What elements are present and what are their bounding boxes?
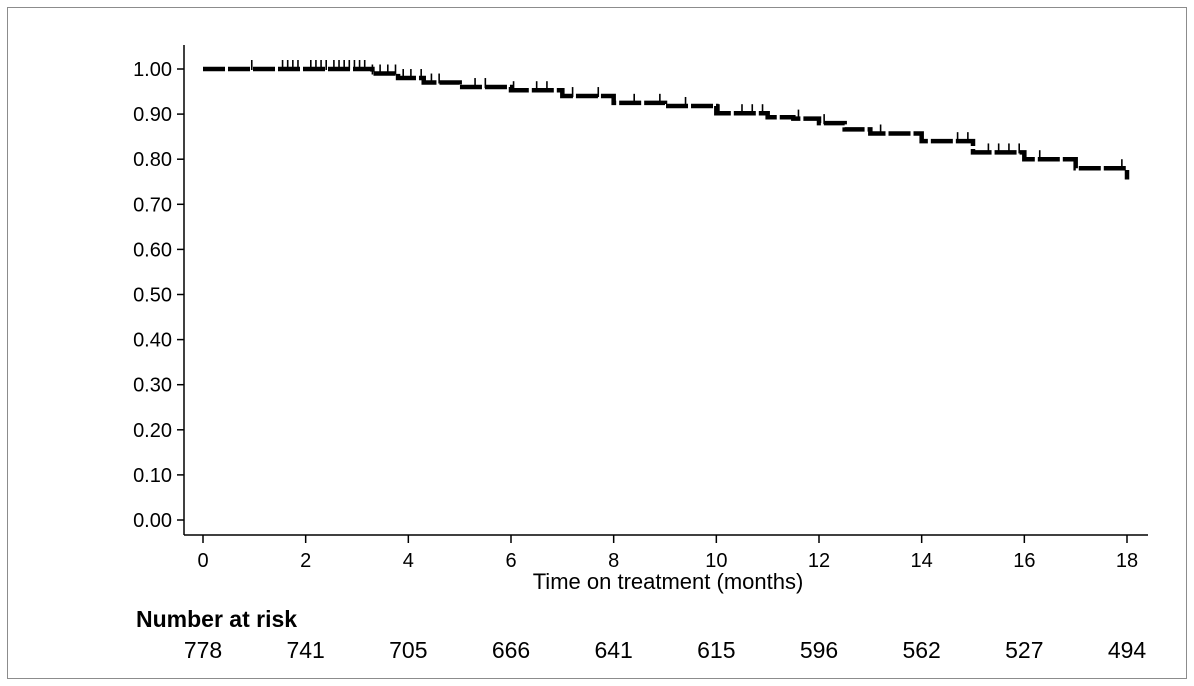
y-tick-label: 0.80 — [133, 149, 172, 171]
x-tick-label: 4 — [403, 550, 414, 572]
survival-curve-group — [203, 66, 1130, 180]
x-tick-label: 6 — [505, 550, 516, 572]
risk-count: 741 — [286, 637, 324, 663]
risk-count: 615 — [697, 637, 735, 663]
risk-count: 778 — [184, 637, 222, 663]
x-tick-label: 16 — [1013, 550, 1035, 572]
y-tick-label: 0.60 — [133, 239, 172, 261]
censor-marks — [250, 60, 1123, 170]
y-axis-ticks: 0.00 0.10 0.20 0.30 0.40 0.50 0.60 0.70 0.80 0.90… — [133, 59, 184, 532]
x-tick-label: 14 — [911, 550, 933, 572]
risk-count: 527 — [1005, 637, 1043, 663]
risk-count: 494 — [1108, 637, 1147, 663]
x-tick-label: 18 — [1116, 550, 1138, 572]
survival-curve — [203, 66, 1130, 180]
y-tick-label: 0.10 — [133, 465, 172, 487]
risk-count: 596 — [800, 637, 838, 663]
x-tick-label: 12 — [808, 550, 830, 572]
y-tick-label: 0.40 — [133, 330, 172, 352]
x-tick-label: 10 — [705, 550, 727, 572]
y-tick-label: 0.90 — [133, 104, 172, 126]
risk-count: 562 — [902, 637, 940, 663]
x-axis-ticks: 0 2 4 6 8 10 12 14 16 18 — [197, 535, 1138, 572]
y-tick-label: 0.50 — [133, 285, 172, 307]
y-tick-label: 0.30 — [133, 375, 172, 397]
y-tick-label: 0.70 — [133, 194, 172, 216]
x-axis-title: Time on treatment (months) — [533, 569, 804, 594]
risk-count: 666 — [492, 637, 530, 663]
risk-table-row: 778 741 705 666 641 615 596 562 527 494 — [184, 637, 1147, 663]
risk-count: 705 — [389, 637, 427, 663]
risk-count: 641 — [594, 637, 632, 663]
x-tick-label: 0 — [197, 550, 208, 572]
chart-frame — [7, 7, 1187, 679]
y-tick-label: 0.00 — [133, 510, 172, 532]
y-tick-label: 0.20 — [133, 420, 172, 442]
y-tick-label: 1.00 — [133, 59, 172, 81]
risk-table-title: Number at risk — [136, 606, 297, 632]
x-tick-label: 8 — [608, 550, 619, 572]
x-tick-label: 2 — [300, 550, 311, 572]
